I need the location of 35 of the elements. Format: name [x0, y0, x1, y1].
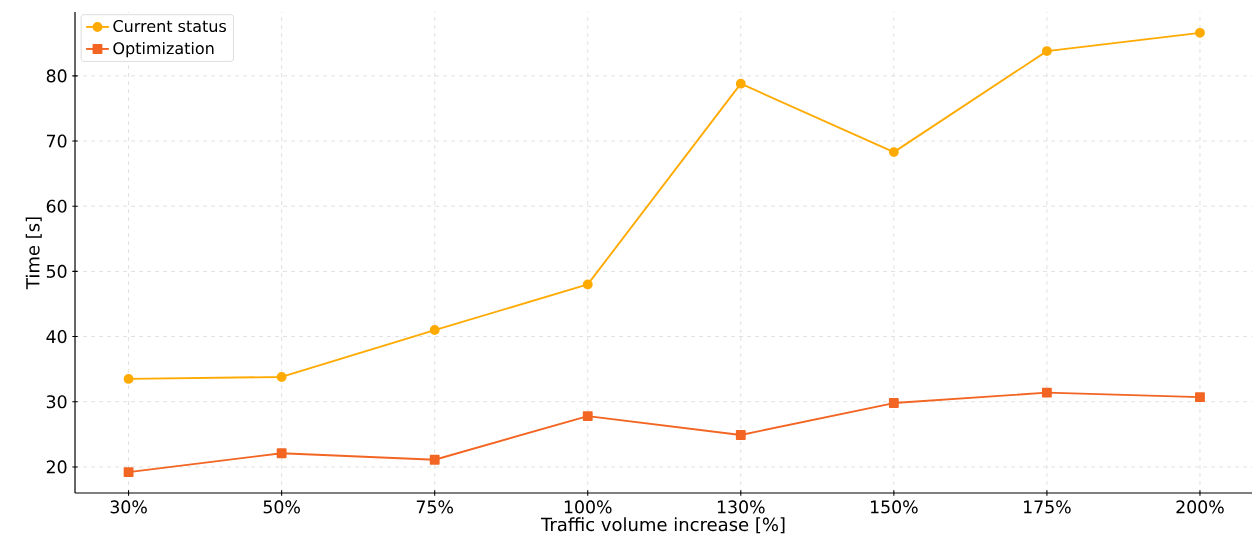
point — [123, 373, 134, 384]
point — [735, 430, 746, 440]
point — [1195, 27, 1205, 38]
point — [1041, 46, 1052, 57]
x-tick-label: 175% — [1024, 500, 1071, 514]
y-tick-label: 70 — [47, 134, 67, 148]
point — [582, 279, 593, 290]
point — [276, 372, 287, 382]
legend-label: Current status — [113, 20, 227, 33]
point — [735, 78, 746, 89]
y-tick-label: 30 — [46, 395, 67, 409]
y-tick-label: 40 — [46, 330, 67, 344]
x-tick-label: 100% — [564, 500, 612, 514]
legend-label: Optimization — [113, 41, 214, 58]
y-tick-label: 60 — [46, 199, 67, 213]
y-axis-title: Time [s] — [25, 217, 42, 290]
y-tick-label: 20 — [46, 460, 67, 474]
y-tick-label: 80 — [46, 69, 67, 83]
x-tick-label: 30% — [110, 500, 147, 514]
x-tick-label: 150% — [870, 500, 918, 514]
point — [1195, 392, 1205, 403]
y-tick-label: 50 — [46, 264, 67, 278]
point — [276, 448, 287, 459]
x-tick-label: 50% — [263, 500, 300, 514]
point — [582, 411, 593, 422]
x-tick-label: 130% — [717, 500, 765, 514]
x-axis-title: Traffic volume increase [%] — [540, 517, 785, 534]
point — [429, 454, 440, 465]
point — [123, 467, 134, 478]
point — [1041, 387, 1052, 398]
point — [429, 325, 440, 335]
point — [888, 398, 899, 408]
x-tick-label: 75% — [416, 500, 453, 514]
point — [888, 147, 899, 158]
x-tick-label: 200% — [1176, 500, 1224, 514]
